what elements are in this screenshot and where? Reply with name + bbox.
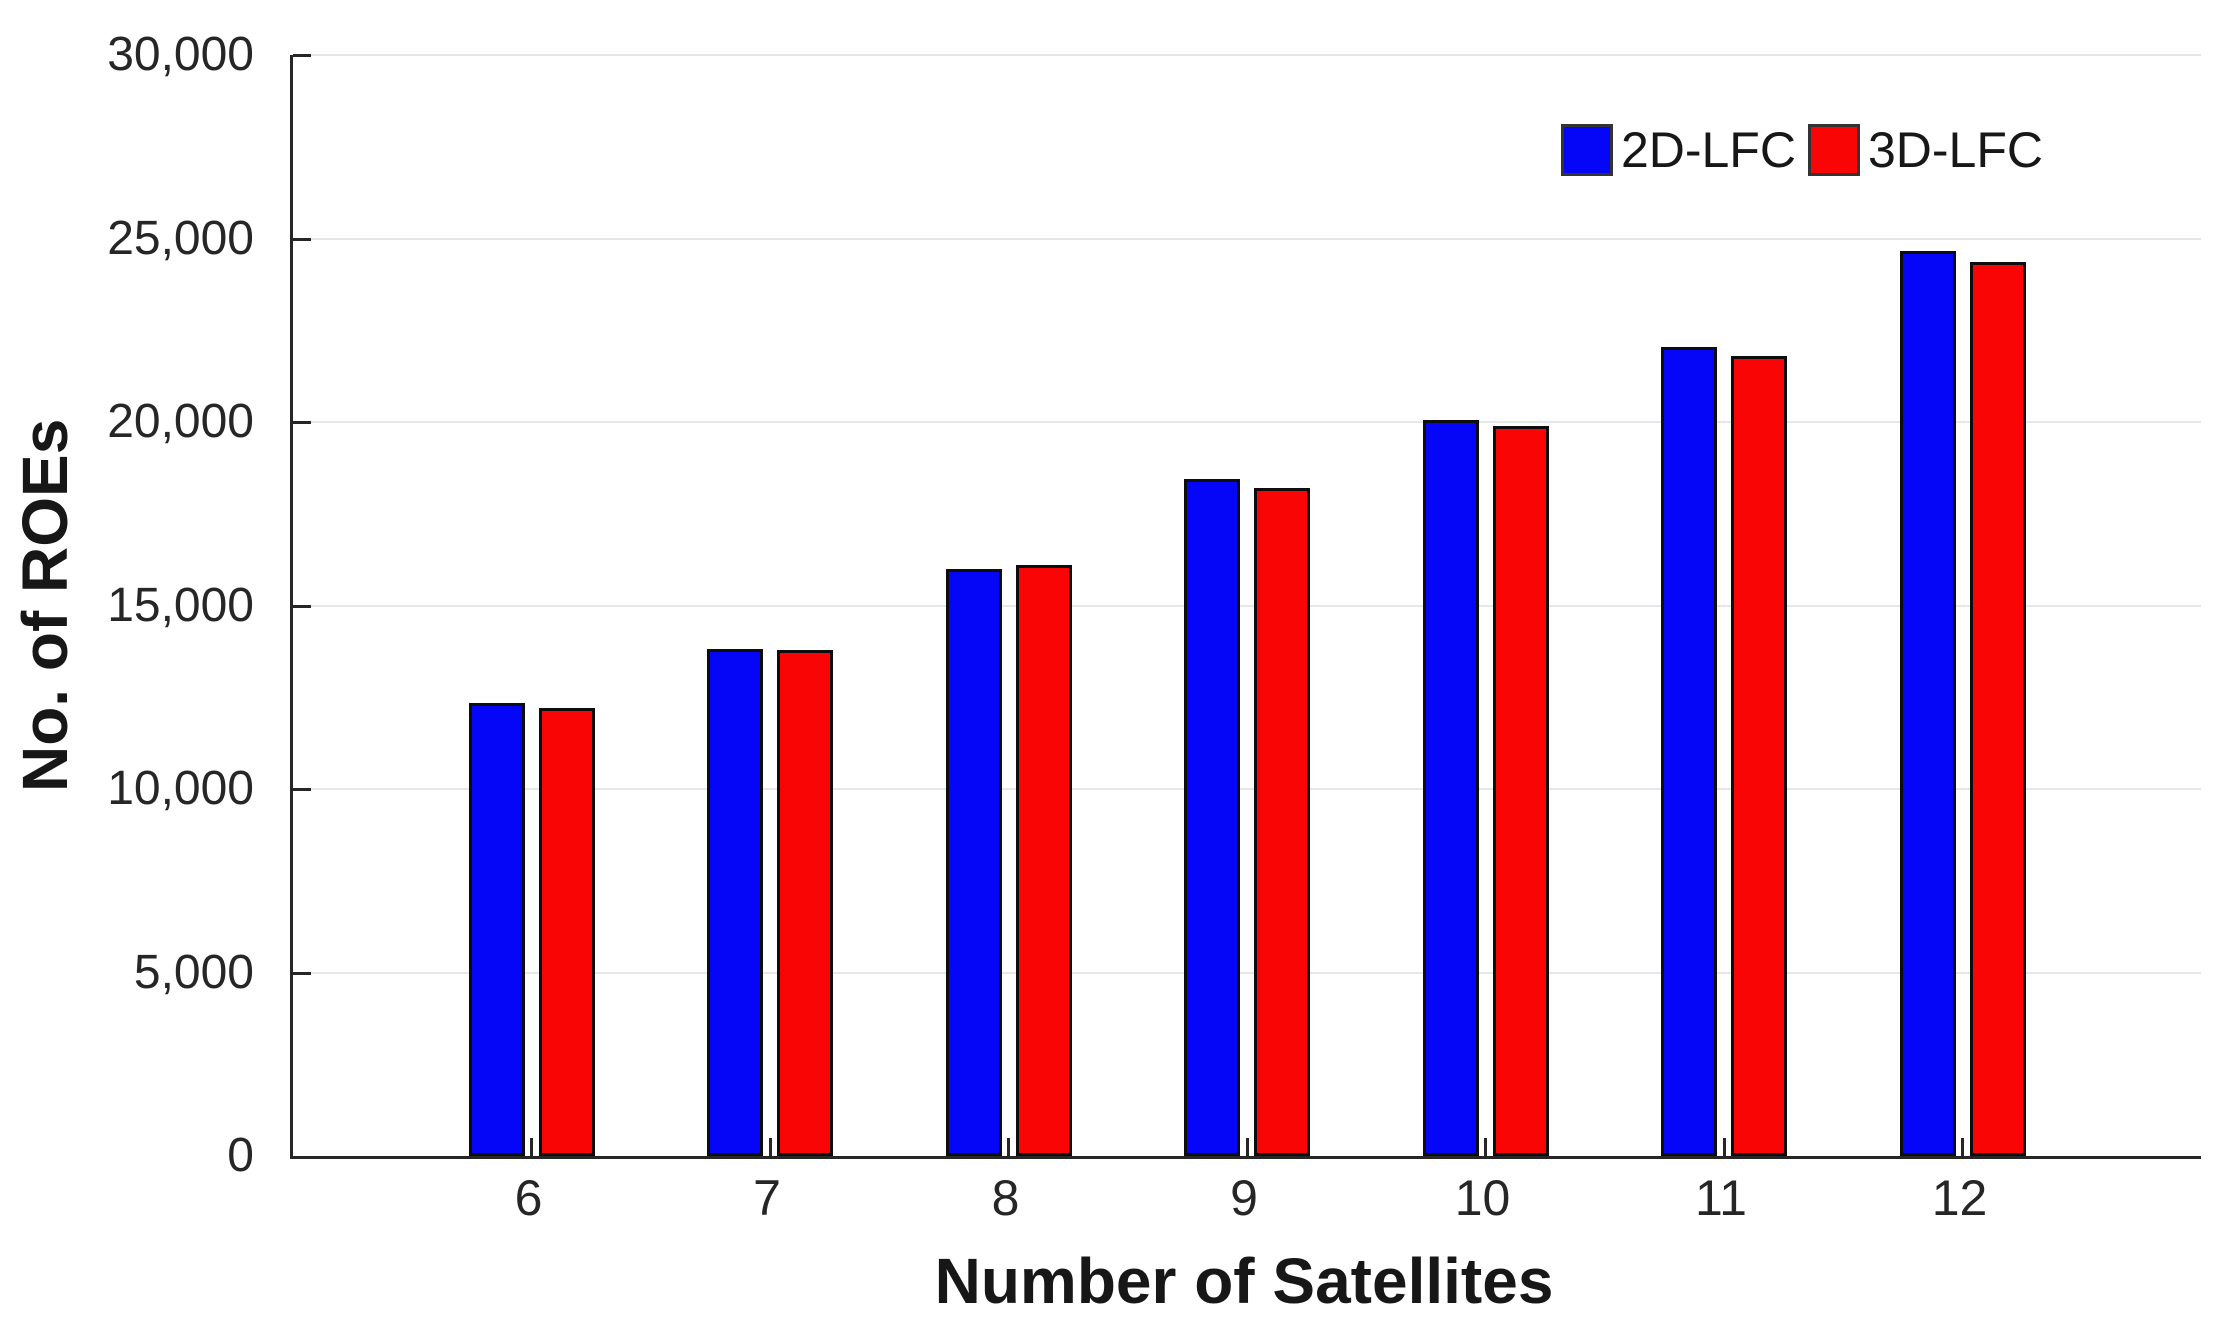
legend: 2D-LFC 3D-LFC: [1560, 121, 2043, 179]
y-tick-label-10000: 10,000: [107, 762, 254, 815]
bar-group-6: [468, 702, 595, 1156]
bar-2d-lfc-10: [1422, 420, 1479, 1156]
bar-3d-lfc-7: [777, 649, 833, 1156]
x-tick-label-10: 10: [1454, 1170, 1511, 1226]
x-tick-label-12: 12: [1931, 1170, 1988, 1226]
y-tick-label-25000: 25,000: [107, 211, 254, 265]
gridline-10000: [293, 788, 2201, 790]
y-tick-label-20000: 20,000: [107, 395, 254, 448]
legend-swatch-2d-lfc: [1560, 124, 1613, 176]
bar-2d-lfc-12: [1899, 251, 1956, 1156]
y-tick-label-15000: 15,000: [107, 578, 254, 632]
x-tick-label-7: 7: [753, 1170, 781, 1226]
x-tick-label-8: 8: [991, 1170, 1020, 1226]
x-tick-11: [1722, 1138, 1726, 1156]
y-tick-label-0: 0: [227, 1129, 254, 1182]
y-tick-5000: [293, 971, 311, 975]
y-tick-20000: [293, 421, 311, 424]
x-tick-label-6: 6: [514, 1170, 543, 1226]
x-axis-tick-labels: 6 7 8 9 10 11 12: [290, 1170, 2198, 1234]
y-axis-tick-labels: 0 5,000 10,000 15,000 20,000 25,000 30,000: [0, 28, 272, 1182]
bar-group-7: [707, 648, 833, 1156]
bar-2d-lfc-8: [945, 568, 1002, 1156]
x-tick-9: [1245, 1138, 1249, 1156]
bar-group-11: [1661, 346, 1787, 1156]
gridline-15000: [293, 604, 2201, 607]
bar-2d-lfc-7: [707, 648, 763, 1156]
y-tick-25000: [293, 237, 311, 241]
gridline-5000: [293, 971, 2201, 974]
x-tick-label-9: 9: [1230, 1170, 1258, 1226]
legend-item-3d-lfc: 3D-LFC: [1807, 121, 2043, 179]
bar-group-12: [1899, 251, 2026, 1156]
bar-group-8: [945, 565, 1072, 1156]
x-tick-12: [1961, 1138, 1964, 1156]
bar-2d-lfc-6: [468, 702, 525, 1156]
bar-3d-lfc-6: [538, 708, 595, 1156]
x-tick-10: [1484, 1138, 1487, 1156]
x-axis-title: Number of Satellites: [934, 1245, 1554, 1317]
bar-group-9: [1184, 478, 1310, 1156]
legend-label-2d-lfc: 2D-LFC: [1620, 122, 1796, 178]
legend-label-3d-lfc: 3D-LFC: [1867, 122, 2043, 178]
bar-3d-lfc-9: [1254, 488, 1310, 1156]
y-tick-15000: [293, 604, 311, 608]
y-tick-label-5000: 5,000: [133, 945, 254, 999]
bar-3d-lfc-12: [1969, 262, 2026, 1156]
plot-area: 2D-LFC 3D-LFC: [290, 54, 2201, 1159]
y-tick-30000: [293, 54, 311, 57]
x-tick-7: [768, 1138, 772, 1156]
bar-group-10: [1422, 420, 1549, 1156]
y-tick-label-30000: 30,000: [107, 28, 254, 81]
gridline-25000: [293, 237, 2201, 240]
legend-item-2d-lfc: 2D-LFC: [1560, 121, 1796, 179]
bar-2d-lfc-11: [1661, 346, 1717, 1156]
gridline-30000: [293, 54, 2201, 56]
bar-3d-lfc-11: [1731, 355, 1787, 1156]
x-tick-8: [1007, 1138, 1010, 1156]
legend-swatch-3d-lfc: [1807, 124, 1860, 176]
y-tick-10000: [293, 788, 311, 791]
x-tick-label-11: 11: [1695, 1170, 1747, 1226]
bar-3d-lfc-10: [1492, 425, 1549, 1156]
bar-3d-lfc-8: [1015, 565, 1072, 1156]
gridline-20000: [293, 421, 2201, 423]
bar-2d-lfc-9: [1184, 478, 1240, 1156]
x-tick-6: [530, 1138, 533, 1156]
